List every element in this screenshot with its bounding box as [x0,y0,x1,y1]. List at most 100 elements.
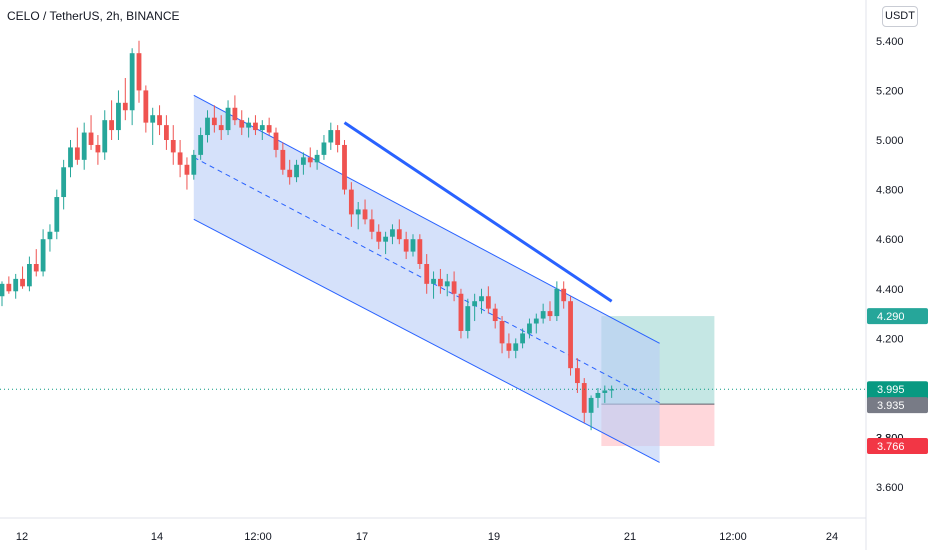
candle [198,127,204,160]
candle-body [348,189,354,215]
last-price-badge-text: 3.995 [877,384,905,396]
candle-body [246,122,251,128]
stop-badge: 3.766 [867,438,928,455]
candle-body [157,115,162,126]
time-tick-label: 21 [624,531,636,543]
candle-body [191,154,197,175]
candle [109,100,114,140]
candle-body [403,239,409,252]
candle-body [362,209,368,220]
candle-body [68,147,73,168]
candle-body [458,293,464,331]
candle-body [13,278,19,292]
time-tick-label: 12:00 [719,531,747,543]
channel-lower-line [193,218,660,463]
candle-body [465,306,471,331]
candle-body [40,239,46,272]
candle [102,110,108,160]
candle-body [444,281,450,287]
candle [122,78,128,121]
candle [246,117,251,138]
candle [458,288,464,339]
candle-body [122,102,128,111]
candle-body [376,231,382,242]
candle-body [54,197,60,232]
entry-badge-bg [867,397,928,414]
time-axis[interactable]: 12 14 12:00 17 19 21 12:00 24 [0,517,866,543]
price-tick-label: 5.000 [876,135,904,147]
candle-body [533,318,539,324]
candle [266,117,272,136]
candle-body [81,132,87,160]
candle [602,385,608,403]
candle-body [198,135,204,155]
candle [335,125,341,153]
candle-body [232,107,238,121]
candle [259,120,265,140]
candle-body [314,154,320,163]
candle [54,189,60,240]
candle-body [129,53,135,111]
target-badge-bg [867,308,928,325]
candle-body [88,132,94,145]
candle [369,209,375,240]
candle-body [211,117,217,126]
time-tick-label: 24 [826,531,838,543]
candle [348,182,354,227]
time-tick-label: 17 [356,531,368,543]
candle [27,256,32,292]
candle [438,268,443,294]
candle [6,276,12,294]
price-tick-label: 5.400 [876,36,904,48]
candle [328,122,334,150]
trendline-bold [343,121,613,303]
candle-body [588,397,594,413]
candle [479,288,484,314]
candle [472,293,478,322]
candle-body [520,333,525,344]
price-axis[interactable]: 5.4005.2005.0004.8004.6004.4004.2003.800… [865,0,904,550]
candle [506,333,512,359]
entry-badge: 3.935 [867,397,928,414]
candle [492,303,498,329]
candle [396,219,402,245]
candle [191,149,197,180]
candle [485,286,491,314]
candle [88,115,94,150]
candle [588,395,594,431]
candle-body [492,308,498,322]
candle [74,127,80,165]
candle-body [47,231,53,240]
price-tick-label: 4.200 [876,333,904,345]
candle [225,100,231,136]
candle-body [390,229,395,237]
candle [355,202,361,230]
candle [40,229,46,277]
candle-body [273,132,279,150]
candle-body [259,125,265,131]
candle [547,301,553,322]
candle-body [602,390,608,393]
candle [95,135,101,165]
candle-body [396,229,402,240]
candle-body [513,343,519,351]
candle [575,358,580,393]
candle-body [218,125,224,131]
chart-title: CELO / TetherUS, 2h, BINANCE [7,9,180,23]
candle-body [424,264,430,284]
candle [280,142,286,175]
candle-body [164,125,169,140]
candle-body [136,53,142,91]
candle-body [547,311,553,317]
candle [301,152,306,175]
candle-body [438,278,443,287]
candle-body [417,239,423,264]
candles [0,40,615,431]
candle-body [143,90,149,123]
candle-body [451,281,457,294]
currency-button[interactable]: USDT [882,6,918,27]
candle-body [479,296,484,302]
candle [150,107,156,145]
